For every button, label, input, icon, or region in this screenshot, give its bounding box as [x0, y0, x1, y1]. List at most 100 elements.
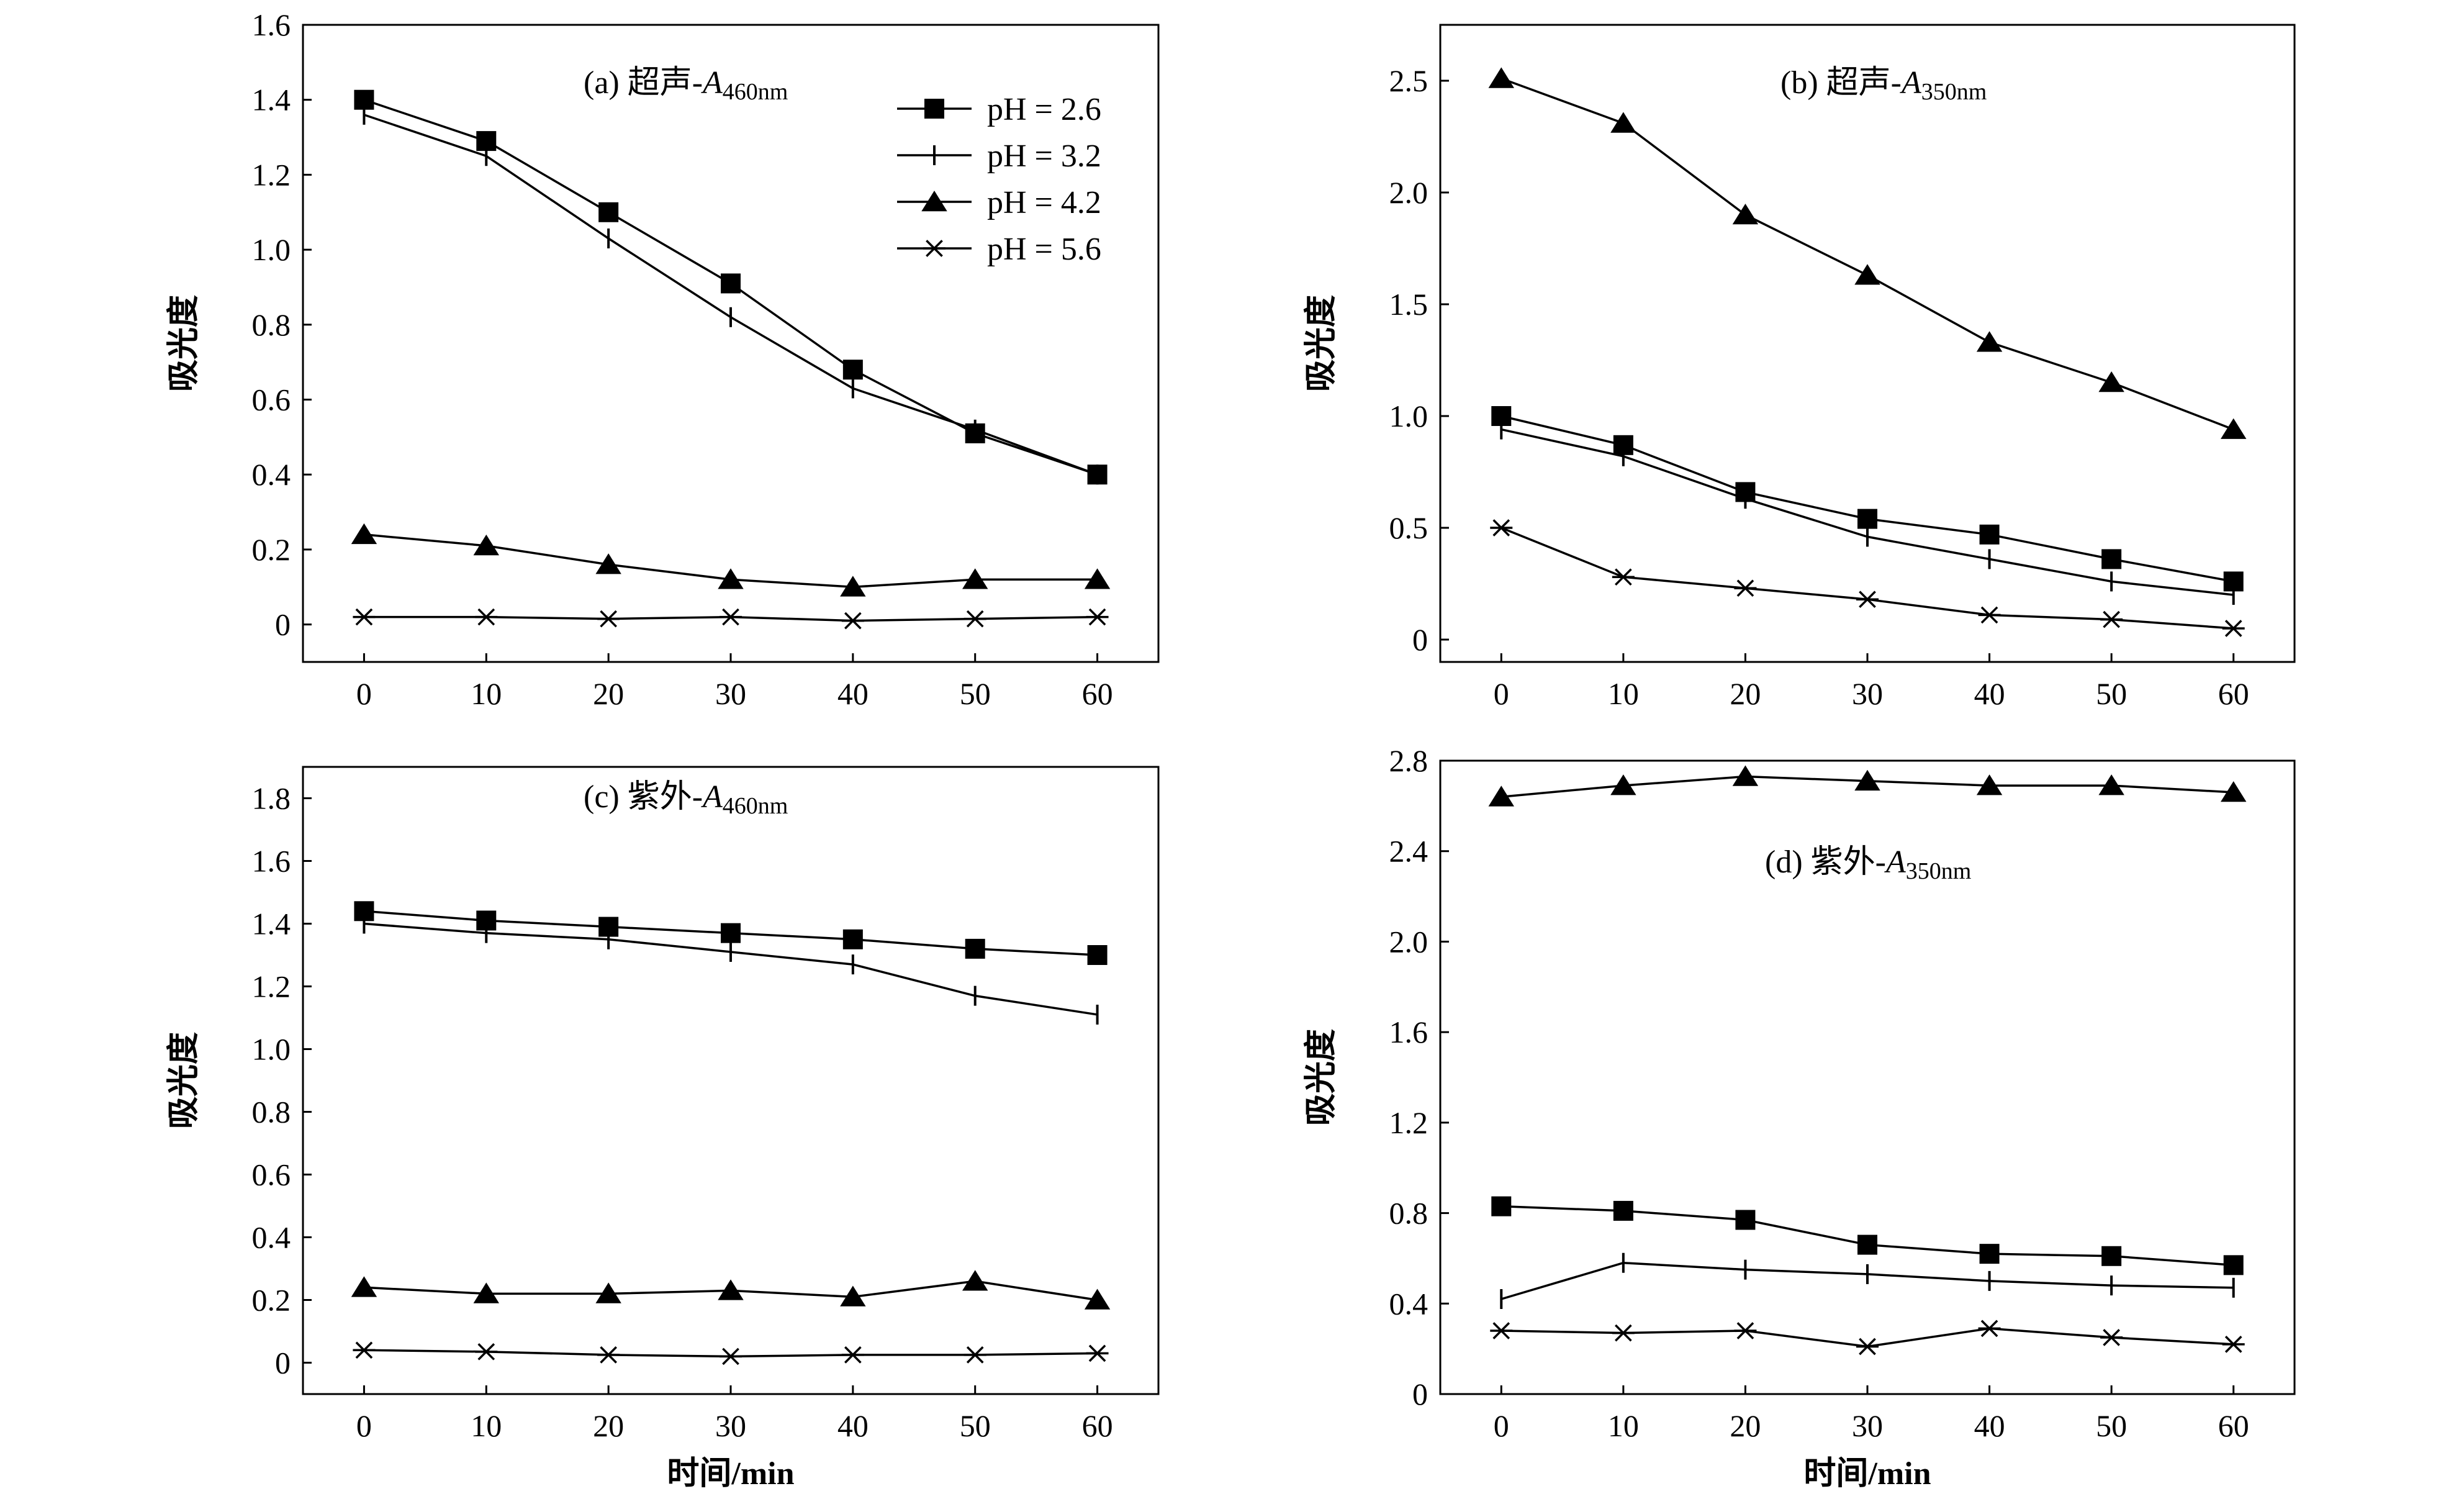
data-point [2222, 620, 2245, 637]
y-tick-label: 1.4 [252, 83, 291, 117]
data-point [598, 202, 619, 222]
data-point [721, 923, 741, 943]
data-point [595, 553, 621, 574]
data-point [1857, 1234, 1877, 1255]
x-tick-label: 60 [1082, 1408, 1113, 1443]
series-line [1501, 1327, 2234, 1348]
series-line [1501, 77, 2234, 431]
x-tick-label: 20 [1730, 676, 1761, 711]
data-point [1488, 67, 1514, 88]
y-axis-title: 吸光度 [1303, 295, 1339, 392]
data-point [595, 1282, 621, 1303]
x-tick-label: 30 [715, 1408, 746, 1443]
data-point [840, 576, 866, 597]
data-point [353, 608, 376, 626]
data-point [1856, 591, 1879, 609]
data-point [2223, 1255, 2244, 1275]
y-tick-label: 0.8 [1389, 1196, 1428, 1231]
y-tick-label: 1.2 [1389, 1105, 1428, 1140]
x-tick-label: 10 [471, 1408, 502, 1443]
data-point [842, 929, 863, 949]
data-point [962, 1270, 988, 1291]
y-tick-label: 1.0 [252, 1032, 291, 1067]
series-triangle [1488, 67, 2247, 439]
x-tick-label: 20 [1730, 1408, 1761, 1443]
data-point [1490, 1322, 1513, 1339]
y-tick-label: 0.2 [252, 532, 291, 567]
series-triangle [351, 1270, 1111, 1310]
data-point [2100, 610, 2123, 628]
y-tick-label: 2.4 [1389, 834, 1428, 869]
legend: pH = 2.6 pH = 3.2 pH = 4.2 pH = 5.6 [897, 92, 1101, 267]
y-tick-label: 0 [275, 607, 291, 642]
data-point [1735, 1210, 1756, 1230]
series-square [1491, 406, 2244, 592]
x-tick-label: 30 [1852, 1408, 1883, 1443]
series-asterisk [353, 608, 1109, 630]
legend-marker [924, 99, 944, 119]
y-tick-label: 0.8 [252, 1095, 291, 1130]
series-triangle [1488, 765, 2247, 807]
data-point [1854, 264, 1880, 285]
y-tick-label: 1.2 [252, 157, 291, 192]
data-point [2101, 549, 2122, 569]
data-point [2221, 418, 2247, 439]
data-point [597, 1346, 620, 1364]
x-tick-label: 60 [1082, 676, 1113, 711]
panel-title: (c) 紫外-A460nm [584, 779, 788, 819]
data-point [1857, 509, 1877, 529]
panel-title-main: (c) 紫外- [584, 779, 703, 815]
series-line [1501, 415, 2234, 583]
y-tick-label: 2.8 [1389, 743, 1428, 778]
y-tick-label: 1.5 [1389, 287, 1428, 322]
data-point [721, 273, 741, 294]
panel-title-subscript: 460nm [723, 793, 788, 819]
data-point [1976, 331, 2003, 352]
chart-panel-c: 0 0.2 0.4 0.6 0.8 1.0 1.2 1.4 1.6 1.8 0 10 20 30 40 50 6… [166, 766, 1160, 1492]
y-tick-label: 1.6 [252, 7, 291, 42]
data-point [2222, 1336, 2245, 1353]
data-point [597, 610, 620, 628]
panel-title-symbol: A [1900, 65, 1921, 101]
data-point [1488, 786, 1514, 807]
panel-title: (b) 超声-A350nm [1780, 65, 1987, 105]
panel-title-main: (a) 超声- [584, 65, 703, 101]
y-tick-label: 0 [275, 1346, 291, 1380]
panel-title-symbol: A [1884, 845, 1906, 880]
y-tick-label: 2.0 [1389, 175, 1428, 210]
series-asterisk [1490, 519, 2245, 637]
y-tick-label: 0.8 [252, 307, 291, 342]
x-tick-label: 50 [2096, 1408, 2127, 1443]
data-point [351, 523, 377, 545]
data-point [718, 1279, 744, 1300]
data-point [1976, 774, 2003, 795]
y-tick-label: 0.2 [252, 1283, 291, 1318]
data-point [720, 1347, 742, 1365]
panel-title-main: (b) 超声- [1780, 65, 1902, 101]
data-point [473, 534, 499, 556]
data-point [963, 1346, 986, 1364]
series-square [1491, 1196, 2244, 1275]
x-tick-label: 30 [1852, 676, 1883, 711]
x-tick-label: 40 [837, 1408, 869, 1443]
data-point [963, 610, 986, 628]
chart-panel-b: 0 0.5 1.0 1.5 2.0 2.5 0 10 20 30 40 50 60 吸光度 (b) 超声-A… [1303, 24, 2296, 711]
data-point [1491, 1196, 1512, 1216]
plot-frame [1439, 24, 2296, 663]
x-tick-label: 30 [715, 676, 746, 711]
y-tick-label: 0 [1412, 1377, 1428, 1411]
series-square [354, 901, 1108, 965]
data-point [840, 1285, 866, 1307]
data-point [841, 612, 864, 630]
y-tick-label: 2.0 [1389, 924, 1428, 959]
y-tick-label: 0.6 [252, 383, 291, 417]
legend-marker [923, 240, 945, 257]
x-tick-label: 40 [837, 676, 869, 711]
series-asterisk [1490, 1320, 2245, 1356]
x-axis-title: 时间/min [1803, 1456, 1931, 1492]
data-point [1854, 769, 1880, 791]
series-triangle [351, 523, 1111, 597]
chart-panel-a: 0 0.2 0.4 0.6 0.8 1.0 1.2 1.4 1.6 0 10 20 30 40 50 60 吸光… [166, 7, 1160, 711]
data-point [1612, 568, 1635, 586]
y-tick-label: 0.4 [1389, 1286, 1428, 1321]
